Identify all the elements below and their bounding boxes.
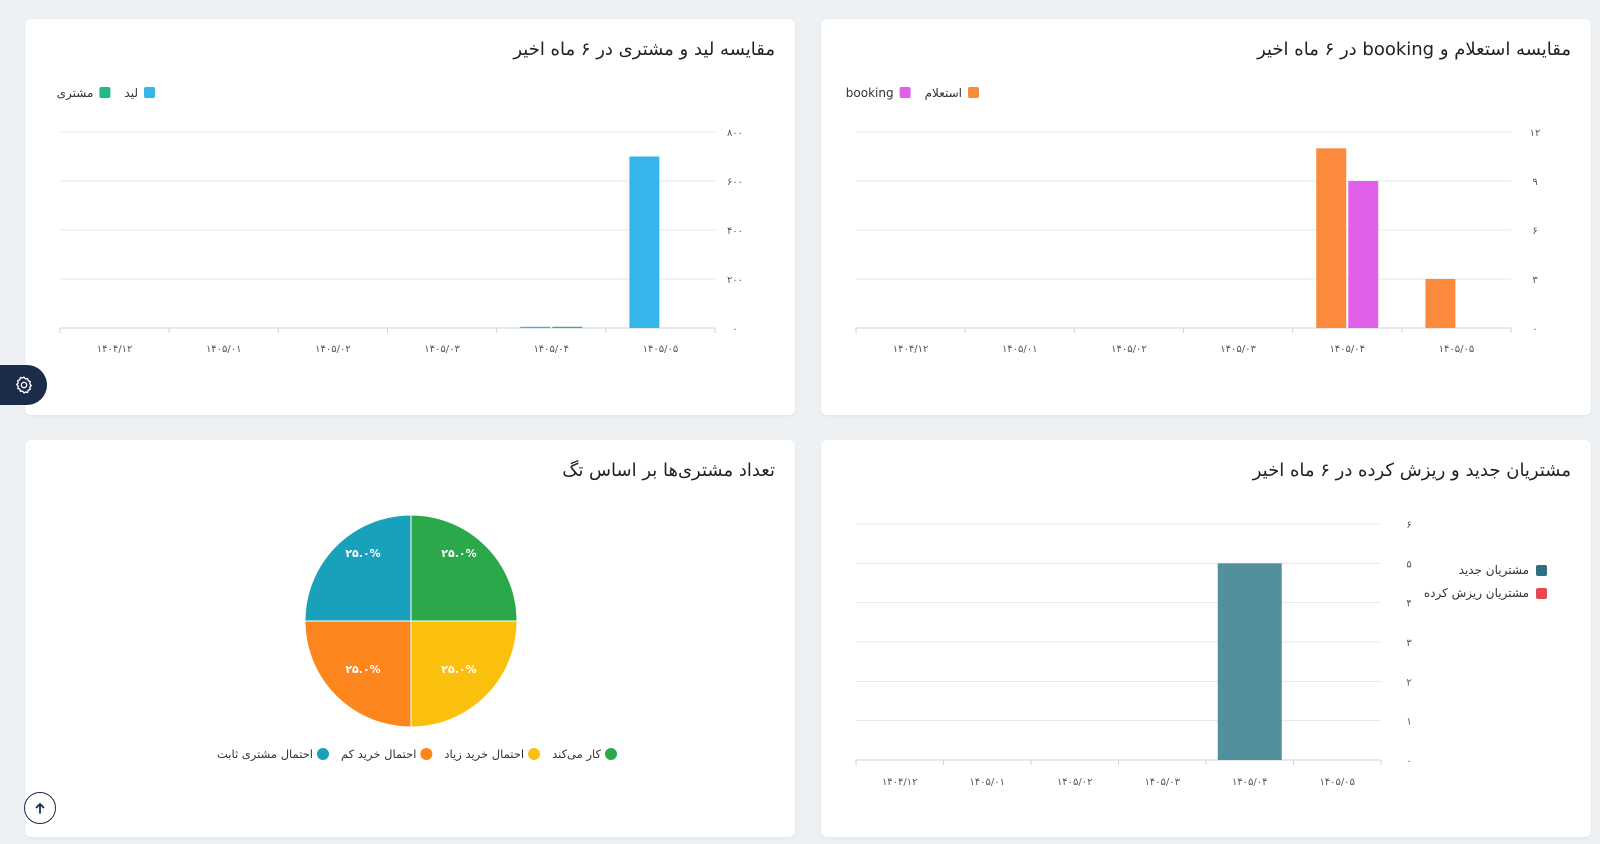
legend-label: احتمال خرید کم — [341, 747, 416, 762]
legend-swatch — [528, 748, 541, 760]
y-tick-label: ۳ — [1532, 275, 1538, 286]
legend-label: احتمال مشتری ثابت — [217, 747, 313, 762]
pie-slice — [410, 620, 518, 728]
legend-swatch — [99, 87, 111, 98]
y-tick-label: ۴ — [1406, 599, 1411, 610]
inquiry-booking-chart: ۰ ۳ ۶ ۹ ۱۲ ۱۴۰۴/۱۲ ۱۴۰۵/۰۱ ۱۴۰۵/۰۲ ۱۴۰۵/۰۳ ۱۴۰۵/۰… — [846, 86, 1541, 355]
pie-slice-label: ۲۵.۰% — [441, 663, 476, 676]
legend-swatch — [144, 87, 155, 98]
x-tick-label: ۱۴۰۵/۰۱ — [1002, 344, 1038, 355]
legend-swatch — [605, 748, 617, 760]
x-tick-label: ۱۴۰۵/۰۳ — [1220, 344, 1256, 355]
x-tick-label: ۱۴۰۵/۰۲ — [1057, 777, 1093, 788]
lead-customer-chart: ۰ ۲۰۰ ۴۰۰ ۶۰۰ ۸۰۰ ۱۴۰۴/۱۲ ۱۴۰۵/۰۱ ۱۴۰۵/۰۲ ۱۴۰۵/۰… — [57, 86, 743, 355]
legend-label: کار می‌کند — [552, 747, 601, 762]
legend-label: مشتری — [57, 86, 94, 101]
x-tick-label: ۱۴۰۵/۰۴ — [1329, 344, 1365, 355]
settings-button[interactable] — [0, 365, 47, 405]
y-tick-label: ۲۰۰ — [727, 275, 743, 286]
bar-series-2 — [1348, 181, 1379, 328]
x-tick-label: ۱۴۰۵/۰۵ — [1439, 344, 1475, 355]
chart-title: تعداد مشتری‌ها بر اساس تگ — [562, 460, 775, 481]
x-tick-label: ۱۴۰۵/۰۵ — [1319, 777, 1355, 788]
legend-swatch — [316, 748, 329, 760]
x-tick-label: ۱۴۰۵/۰۱ — [206, 344, 242, 355]
legend-label: لید — [124, 86, 138, 100]
y-tick-label: ۰ — [1406, 756, 1411, 767]
new-churned-card: مشتریان جدید و ریزش کرده در ۶ ماه اخیر ۰… — [821, 440, 1591, 837]
pie-slice — [304, 514, 412, 622]
tags-pie-card: تعداد مشتری‌ها بر اساس تگ ۲۵.۰% ۲۵.۰% ۲۵.۰… — [25, 440, 795, 837]
bar-series-1 — [1316, 148, 1347, 328]
pie-slice-label: ۲۵.۰% — [345, 547, 380, 560]
y-tick-label: ۱۲ — [1530, 128, 1541, 139]
pie-slice-label: ۲۵.۰% — [441, 547, 476, 560]
y-tick-label: ۵ — [1406, 559, 1411, 570]
chart-title: مشتریان جدید و ریزش کرده در ۶ ماه اخیر — [1252, 460, 1571, 481]
lead-customer-card: مقایسه لید و مشتری در ۶ ماه اخیر ۰ ۲۰۰ ۴۰۰… — [25, 19, 795, 415]
x-tick-label: ۱۴۰۵/۰۱ — [969, 777, 1005, 788]
y-tick-label: ۲ — [1406, 677, 1411, 688]
x-tick-label: ۱۴۰۴/۱۲ — [893, 344, 929, 355]
y-tick-label: ۶۰۰ — [727, 177, 743, 188]
x-tick-label: ۱۴۰۵/۰۴ — [533, 344, 569, 355]
y-tick-label: ۸۰۰ — [727, 128, 743, 139]
bar-series-1 — [1217, 563, 1282, 760]
y-tick-label: ۱ — [1406, 717, 1411, 728]
x-tick-label: ۱۴۰۵/۰۳ — [1144, 777, 1180, 788]
y-tick-label: ۴۰۰ — [727, 226, 743, 237]
x-tick-label: ۱۴۰۴/۱۲ — [97, 344, 133, 355]
y-tick-label: ۶ — [1406, 520, 1411, 531]
y-tick-label: ۰ — [732, 324, 737, 335]
y-tick-label: ۹ — [1532, 177, 1537, 188]
legend-label: مشتریان ریزش کرده — [1424, 586, 1529, 601]
y-tick-label: ۶ — [1532, 226, 1537, 237]
new-churned-chart: ۰ ۱ ۲ ۳ ۴ ۵ ۶ ۱۴۰۴/۱۲ ۱۴۰۵/۰۱ ۱۴۰۵/۰۲ ۱۴۰۵/۰۳ ۱۴۰۵/… — [855, 520, 1547, 788]
arrow-up-icon — [35, 803, 45, 814]
x-tick-label: ۱۴۰۵/۰۵ — [643, 344, 679, 355]
scroll-top-button[interactable] — [24, 792, 56, 824]
tags-pie-chart: ۲۵.۰% ۲۵.۰% ۲۵.۰% ۲۵.۰% کار می‌کند احتمال خری… — [217, 514, 617, 762]
pie-slice — [410, 514, 518, 622]
x-tick-label: ۱۴۰۵/۰۲ — [1111, 344, 1147, 355]
legend-swatch — [968, 87, 979, 98]
x-tick-label: ۱۴۰۵/۰۴ — [1232, 777, 1268, 788]
chart-title: مقایسه لید و مشتری در ۶ ماه اخیر — [513, 39, 775, 60]
legend-label: booking — [846, 86, 894, 100]
chart-title: مقایسه استعلام و booking در ۶ ماه اخیر — [1257, 39, 1571, 60]
x-tick-label: ۱۴۰۵/۰۳ — [424, 344, 460, 355]
legend-swatch — [1536, 588, 1547, 599]
bar-series-2 — [552, 326, 583, 328]
legend-label: مشتریان جدید — [1459, 563, 1529, 578]
pie-slice — [304, 620, 412, 728]
x-tick-label: ۱۴۰۴/۱۲ — [882, 777, 918, 788]
x-tick-label: ۱۴۰۵/۰۲ — [315, 344, 351, 355]
legend-swatch — [420, 748, 433, 760]
legend-label: استعلام — [925, 86, 962, 100]
inquiry-booking-card: مقایسه استعلام و booking در ۶ ماه اخیر ۰… — [821, 19, 1591, 415]
bar-series-1 — [520, 326, 551, 328]
bar-series-1 — [1425, 279, 1456, 328]
y-tick-label: ۳ — [1406, 638, 1412, 649]
legend-swatch — [1536, 565, 1547, 576]
legend-label: احتمال خرید زیاد — [444, 747, 524, 762]
bar-series-1 — [629, 156, 660, 328]
gear-icon — [15, 376, 32, 394]
legend-swatch — [899, 87, 911, 98]
y-tick-label: ۰ — [1532, 324, 1537, 335]
pie-slice-label: ۲۵.۰% — [345, 663, 380, 676]
